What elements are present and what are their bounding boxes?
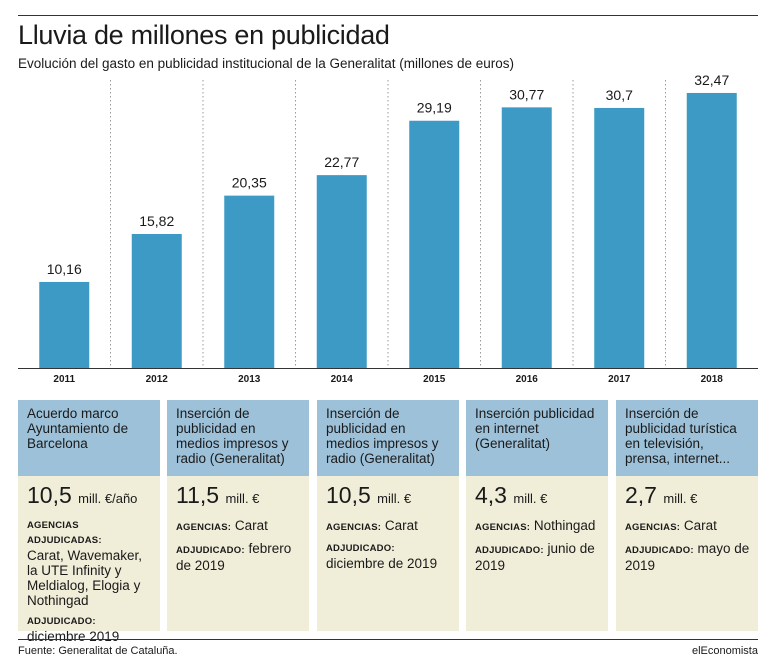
source-note: Fuente: Generalitat de Cataluña. xyxy=(18,645,178,657)
bar xyxy=(224,195,275,368)
card-value: Carat xyxy=(683,518,717,533)
x-tick-label: 2016 xyxy=(516,374,539,385)
card-amount: 4,3 xyxy=(475,482,507,508)
card-amount-row: 10,5 mill. € xyxy=(326,482,451,512)
card-amount: 10,5 xyxy=(326,482,371,508)
card-label: AGENCIAS: xyxy=(625,522,681,533)
x-tick-label: 2014 xyxy=(331,374,354,385)
card-heading: Inserción de publicidad en medios impres… xyxy=(317,400,459,476)
card-unit: mill. € xyxy=(513,491,548,506)
card-label: ADJUDICADO: xyxy=(326,543,395,554)
data-label: 10,16 xyxy=(47,261,82,277)
card-amount: 2,7 xyxy=(625,482,657,508)
card-value: febrero de 2019 xyxy=(176,541,292,573)
bar xyxy=(131,233,182,368)
card-heading: Inserción de publicidad en medios impres… xyxy=(167,400,309,476)
bar xyxy=(501,107,552,369)
card-heading: Inserción publicidad en internet (Genera… xyxy=(466,400,608,476)
data-label: 22,77 xyxy=(324,154,359,170)
card-value: mayo de 2019 xyxy=(625,541,750,573)
card-value: junio de 2019 xyxy=(475,541,595,573)
card-heading: Acuerdo marco Ayuntamiento de Barcelona xyxy=(18,400,160,476)
card-unit: mill. € xyxy=(663,491,698,506)
card-label: ADJUDICADO: xyxy=(27,616,96,627)
card-amount-row: 2,7 mill. € xyxy=(625,482,750,512)
card-value: Carat xyxy=(384,518,418,533)
top-rule xyxy=(18,15,758,16)
card-amount-row: 10,5 mill. €/año xyxy=(27,482,152,512)
bar xyxy=(409,120,460,368)
data-label: 20,35 xyxy=(232,175,267,191)
card-value: diciembre de 2019 xyxy=(326,556,438,571)
bottom-rule xyxy=(18,639,758,640)
contract-card-2: Inserción de publicidad en medios impres… xyxy=(167,400,309,631)
x-tick-label: 2012 xyxy=(146,374,169,385)
brand-logo: elEconomista xyxy=(691,645,758,657)
contract-card-4: Inserción publicidad en internet (Genera… xyxy=(466,400,608,631)
card-label: ADJUDICADO: xyxy=(176,545,245,556)
card-value: Nothingad xyxy=(533,518,596,533)
contract-card-5: Inserción de publicidad turística en tel… xyxy=(616,400,758,631)
card-value: Carat xyxy=(234,518,268,533)
card-label: AGENCIAS: xyxy=(176,522,232,533)
x-tick-label: 2015 xyxy=(423,374,446,385)
data-label: 15,82 xyxy=(139,213,174,229)
x-tick-label: 2017 xyxy=(608,374,631,385)
bar xyxy=(594,107,645,368)
card-amount: 11,5 xyxy=(176,482,220,508)
card-amount: 10,5 xyxy=(27,482,72,508)
bar xyxy=(39,281,90,368)
card-label: ADJUDICADO: xyxy=(475,545,544,556)
card-unit: mill. € xyxy=(225,491,260,506)
chart-subtitle: Evolución del gasto en publicidad instit… xyxy=(18,56,515,71)
card-label: AGENCIAS: xyxy=(326,522,382,533)
bar xyxy=(316,175,367,368)
card-label: AGENCIAS: xyxy=(475,522,531,533)
chart-title: Lluvia de millones en publicidad xyxy=(18,20,390,50)
bar xyxy=(686,92,737,369)
card-amount-row: 11,5 mill. € xyxy=(176,482,301,512)
card-amount-row: 4,3 mill. € xyxy=(475,482,600,512)
data-label: 29,19 xyxy=(417,100,452,116)
x-tick-label: 2018 xyxy=(701,374,724,385)
card-value: diciembre 2019 xyxy=(27,629,120,644)
contracts-panel: Acuerdo marco Ayuntamiento de Barcelona … xyxy=(18,400,758,644)
x-tick-label: 2011 xyxy=(53,374,75,385)
x-tick-label: 2013 xyxy=(238,374,261,385)
card-unit: mill. € xyxy=(377,491,412,506)
contract-card-1: Acuerdo marco Ayuntamiento de Barcelona … xyxy=(18,400,160,644)
card-unit: mill. €/año xyxy=(78,491,138,506)
card-heading: Inserción de publicidad turística en tel… xyxy=(616,400,758,476)
card-value: Carat, Wavemaker, la UTE Infinity y Meld… xyxy=(27,548,143,608)
bar-chart: 10,16 2011 15,82 2012 20,35 2013 22,77 2014 29,1… xyxy=(18,72,758,385)
data-label: 32,47 xyxy=(694,72,729,88)
data-label: 30,77 xyxy=(509,86,544,102)
card-label: AGENCIAS ADJUDICADAS: xyxy=(27,520,102,546)
contract-card-3: Inserción de publicidad en medios impres… xyxy=(317,400,459,631)
data-label: 30,7 xyxy=(606,87,633,103)
card-label: ADJUDICADO: xyxy=(625,545,694,556)
